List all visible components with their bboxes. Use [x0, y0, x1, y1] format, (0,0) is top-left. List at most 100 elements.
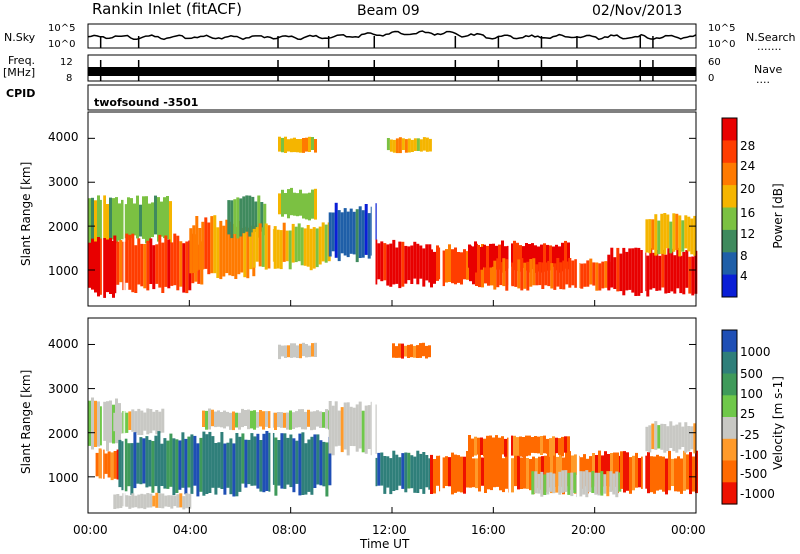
velocity-cell-10 [570, 472, 574, 497]
power-cell-8 [428, 244, 432, 283]
velocity-cell-3 [139, 437, 143, 485]
velocity-cell-6 [328, 401, 332, 454]
power-cell-0 [88, 231, 91, 288]
power-cell-1 [109, 197, 112, 238]
power-cell-8 [425, 244, 429, 281]
velocity-cell-12 [645, 426, 649, 452]
power-cell-10 [498, 244, 501, 270]
velocity-cell-10 [573, 472, 577, 494]
power-cell-10 [555, 244, 558, 271]
velocity-cell-10 [537, 473, 541, 494]
power-cell-11 [541, 262, 545, 289]
xtick-0400: 04:00 [173, 523, 208, 537]
power-cell-10 [489, 243, 492, 268]
velocity-cell-9 [483, 438, 486, 457]
power-cell-6 [278, 193, 281, 215]
power-cell-2 [182, 243, 186, 293]
velocity-cell-5 [128, 495, 132, 509]
velocity-cell-6 [367, 405, 371, 449]
power-cell-1 [136, 195, 139, 239]
power-cell-12 [682, 251, 686, 295]
power-cell-1 [130, 198, 133, 239]
power-cell-12 [634, 247, 638, 296]
power-cell-0 [100, 237, 103, 295]
velocity-cell-2 [140, 410, 144, 435]
power-cell-2 [185, 241, 189, 294]
power-cell-11 [583, 263, 587, 287]
velocity-cell-4 [289, 410, 292, 430]
velocity-cell-8 [475, 458, 478, 489]
velocity-cell-11 [677, 456, 680, 492]
velocity-cell-3 [286, 437, 290, 485]
power-cell-14 [305, 137, 308, 152]
velocity-gap-2 [270, 318, 273, 513]
velocity-cell-2 [155, 410, 159, 435]
velocity-cell-10 [546, 472, 550, 495]
velocity-cell-6 [331, 405, 335, 456]
power-cell-0 [91, 235, 94, 290]
power-cell-5 [261, 227, 265, 267]
power-cell-9 [460, 252, 463, 285]
power-cell-10 [516, 242, 519, 272]
power-cell-1 [103, 195, 106, 238]
velocity-cell-6 [361, 410, 365, 453]
velocity-cell-3 [148, 439, 152, 487]
power-cell-4 [233, 199, 237, 234]
power-cell-8 [401, 241, 405, 287]
power-gap-7 [642, 112, 646, 306]
velocity-cell-3 [226, 442, 230, 488]
power-cell-13 [678, 215, 682, 257]
velocity-cell-11 [674, 458, 677, 492]
power-cell-10 [567, 242, 570, 270]
velocity-cell-3 [178, 440, 182, 490]
velocity-cell-11 [659, 456, 662, 490]
velocity-cell-3 [259, 440, 263, 492]
power-cell-11 [601, 261, 605, 289]
velocity-cell-10 [591, 471, 595, 493]
power-cell-5 [258, 223, 262, 267]
velocity-cell-8 [472, 458, 475, 488]
power-cell-8 [416, 243, 420, 285]
freq-tick-bottom: 8 [66, 73, 73, 84]
power-colorbar-swatch [722, 140, 737, 164]
velocity-cell-3 [274, 437, 278, 496]
velocity-cell-3 [280, 433, 284, 489]
velocity-cell-9 [564, 436, 567, 453]
velocity-cell-8 [460, 456, 463, 493]
power-gap-3 [371, 112, 376, 306]
velocity-cell-5 [140, 493, 144, 509]
velocity-cell-3 [157, 431, 161, 494]
velocity-cell-13 [302, 342, 305, 357]
power-cell-14 [311, 137, 314, 150]
velocity-gap-1 [123, 318, 125, 513]
power-cell-12 [670, 248, 674, 292]
vel-ytick-2000: 2000 [48, 427, 79, 441]
velocity-cell-3 [124, 438, 128, 492]
velocity-cell-14 [407, 344, 410, 358]
power-cell-13 [681, 220, 685, 252]
power-cell-10 [510, 243, 513, 267]
power-cell-6 [296, 193, 299, 217]
velocity-cell-2 [143, 412, 147, 431]
velocity-cell-4 [295, 411, 298, 428]
power-cell-4 [239, 198, 243, 237]
velocity-cell-5 [152, 495, 156, 507]
power-ytick-4000: 4000 [48, 130, 79, 144]
velocity-gap-5 [508, 318, 511, 513]
power-cell-12 [646, 255, 650, 297]
velocity-cell-8 [481, 457, 484, 486]
noise-right-tick-top: 10^5 [708, 23, 736, 34]
power-cell-2 [164, 235, 168, 287]
power-cell-10 [477, 245, 480, 270]
velocity-cell-10 [555, 473, 559, 493]
power-cell-13 [693, 215, 697, 256]
velocity-cell-13 [290, 343, 293, 358]
velocity-cell-9 [546, 438, 549, 454]
velocity-cell-8 [445, 456, 448, 486]
vel-cb-tick-m25: -25 [740, 428, 760, 442]
power-cell-10 [486, 245, 489, 269]
velocity-cell-4 [238, 412, 241, 430]
velocity-cell-13 [314, 342, 317, 357]
velocity-cell-3 [187, 436, 191, 488]
power-cell-10 [471, 247, 474, 271]
